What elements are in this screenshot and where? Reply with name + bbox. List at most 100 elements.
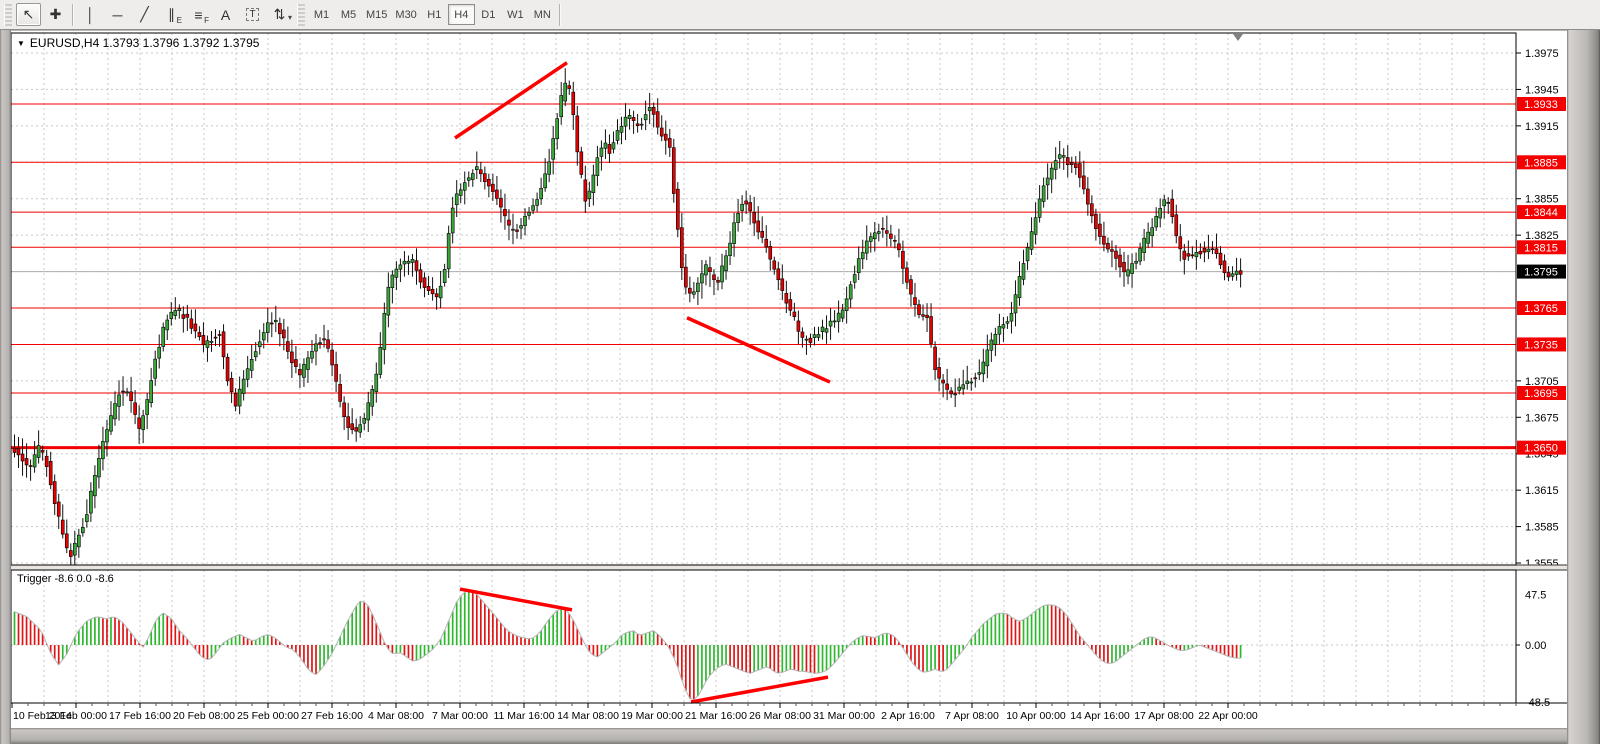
arrows-tool-icon[interactable]: ⇅ ▾ [267,3,292,26]
panel-splitter[interactable] [11,565,1567,570]
candle-body [961,384,966,390]
candle-body [901,250,905,269]
timeframe-m1-button[interactable]: M1 [308,4,335,25]
candle-body [840,309,845,319]
candle-body [764,238,769,248]
chart-shift-marker-icon[interactable] [1233,34,1243,41]
time-axis-label: 10 Apr 00:00 [1006,710,1066,722]
candle-body [185,313,190,318]
vertical-line-tool-icon[interactable]: │ [78,3,103,26]
trendline-tool-icon[interactable]: ╱ [132,3,157,26]
candle-body [169,311,174,319]
candle-body [442,269,447,283]
candle-body [519,225,523,229]
candle-body [354,427,359,432]
window-right-border[interactable] [1567,30,1600,744]
candle-body [897,243,901,251]
price-label-box [1517,337,1566,352]
price-label-box [1517,386,1566,401]
timeframe-w1-button[interactable]: W1 [502,4,529,25]
candle-body [12,447,17,453]
candle-body [145,399,149,415]
text-tool-icon[interactable]: A [213,3,238,26]
candle-body [101,441,105,460]
dropdown-caret-icon[interactable]: ▾ [287,13,292,22]
candle-body [579,151,584,175]
timeframe-m15-button[interactable]: M15 [362,4,391,25]
candle-body [740,203,744,211]
candle-body [52,481,57,505]
candle-body [245,368,250,380]
time-axis-label: 13 Feb 00:00 [45,710,107,722]
timeframe-h4-button[interactable]: H4 [447,4,475,25]
toolbar-grip-2[interactable] [297,3,305,26]
sub-letter: F [204,16,209,25]
candle-body [736,213,740,223]
candle-body [1049,167,1054,180]
cursor-tool-icon[interactable]: ↖ [16,3,41,26]
chart-window[interactable]: 1.3975 1.3945 1.3915 1.3855 1.3825 1.3705 1.36… [10,31,1567,728]
time-axis-label: 27 Feb 16:00 [301,710,363,722]
price-label-box [1517,301,1566,316]
candle-body [539,188,543,200]
equidistant-channel-tool-icon[interactable]: ∥ E [159,3,184,26]
timeframe-mn-button[interactable]: MN [529,4,556,25]
chart-canvas[interactable]: 1.39751.39451.39151.38551.38251.37051.36… [10,31,1567,728]
candle-body [559,95,564,118]
candle-body [177,308,182,311]
candle-body [434,293,439,298]
candle-body [1166,201,1171,204]
candle-body [446,233,451,270]
price-label-box [1517,97,1566,112]
candle-body [462,182,467,191]
candle-body [720,265,724,283]
oscillator-envelope [14,590,1241,700]
candle-body [342,402,346,418]
candle-body [85,514,89,522]
toolbar-separator [72,3,74,26]
fibonacci-tool-icon[interactable]: ≡ F [186,3,211,26]
timeframe-m5-button[interactable]: M5 [335,4,362,25]
candle-body [776,268,781,281]
candle-body [1073,163,1078,168]
candle-body [181,314,186,319]
candle-body [1021,263,1026,280]
horizontal-line-tool-icon[interactable]: ─ [105,3,130,26]
timeframe-d1-button[interactable]: D1 [475,4,502,25]
candle-body [314,343,318,352]
candle-body [149,380,153,403]
candle-body [1045,177,1050,186]
candle-body [531,205,535,211]
price-label-box [1517,264,1566,279]
candle-body [631,117,636,121]
text-label-tool-icon[interactable]: T [240,3,265,26]
toolbar-grip[interactable] [4,3,12,26]
candle-body [426,286,431,291]
chart-background[interactable] [11,31,1567,728]
trend-line [454,61,568,140]
candle-body [470,173,475,180]
price-label-box [1517,440,1566,455]
crosshair-tool-icon[interactable]: ✚ [43,3,68,26]
candle-body [989,339,994,351]
timeframe-m30-button[interactable]: M30 [391,4,420,25]
candle-body [716,280,720,283]
candle-body [1202,247,1207,253]
timeframe-h1-button[interactable]: H1 [421,4,448,25]
candle-body [688,287,692,294]
candle-body [1082,175,1086,190]
candle-body [374,373,379,392]
candle-body [40,450,45,453]
candle-body [985,349,990,367]
candle-body [993,333,998,345]
candle-body [32,454,37,468]
candle-body [209,340,214,343]
candle-body [318,342,322,344]
candle-body [36,445,41,458]
candle-body [282,329,286,339]
candle-body [1078,163,1082,178]
candle-body [567,85,572,89]
candle-body [1017,276,1022,299]
collapse-triangle-icon[interactable]: ▼ [17,38,25,48]
